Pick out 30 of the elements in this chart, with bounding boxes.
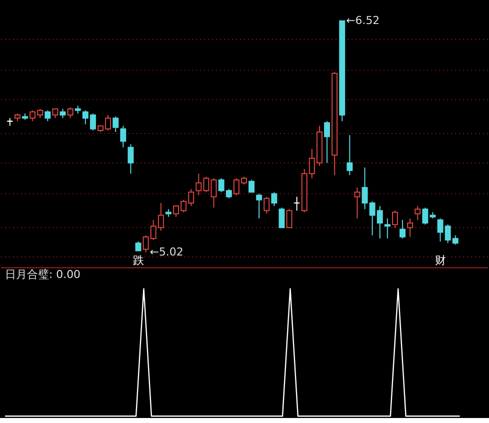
candlestick	[392, 210, 398, 228]
candlestick	[6, 118, 13, 126]
candlestick	[286, 208, 292, 228]
candlestick	[128, 144, 134, 174]
candlestick	[414, 206, 421, 220]
candlestick	[256, 193, 262, 219]
candlestick	[354, 187, 360, 219]
candlestick	[384, 218, 390, 239]
annotation: ←5.02	[150, 245, 184, 258]
candlestick	[407, 218, 414, 238]
candlestick	[324, 120, 330, 164]
candlestick	[67, 106, 74, 119]
candlestick	[278, 207, 285, 228]
candlestick	[44, 110, 51, 122]
candlestick	[112, 116, 119, 132]
candlestick	[210, 178, 217, 208]
candlestick	[294, 196, 300, 212]
candlestick	[264, 196, 270, 214]
candlestick	[271, 192, 278, 207]
candlestick	[60, 108, 66, 119]
annotation: ←6.52	[346, 14, 380, 27]
candlestick	[248, 179, 255, 193]
annotation: 跌	[132, 254, 144, 267]
candlestick	[120, 125, 126, 148]
chart-title: 日月合璧: 0.00	[4, 268, 81, 282]
annotation: 财	[434, 254, 446, 267]
candlestick	[52, 108, 58, 119]
candlestick	[346, 134, 353, 176]
candlestick	[135, 241, 142, 252]
candlestick	[400, 219, 406, 239]
